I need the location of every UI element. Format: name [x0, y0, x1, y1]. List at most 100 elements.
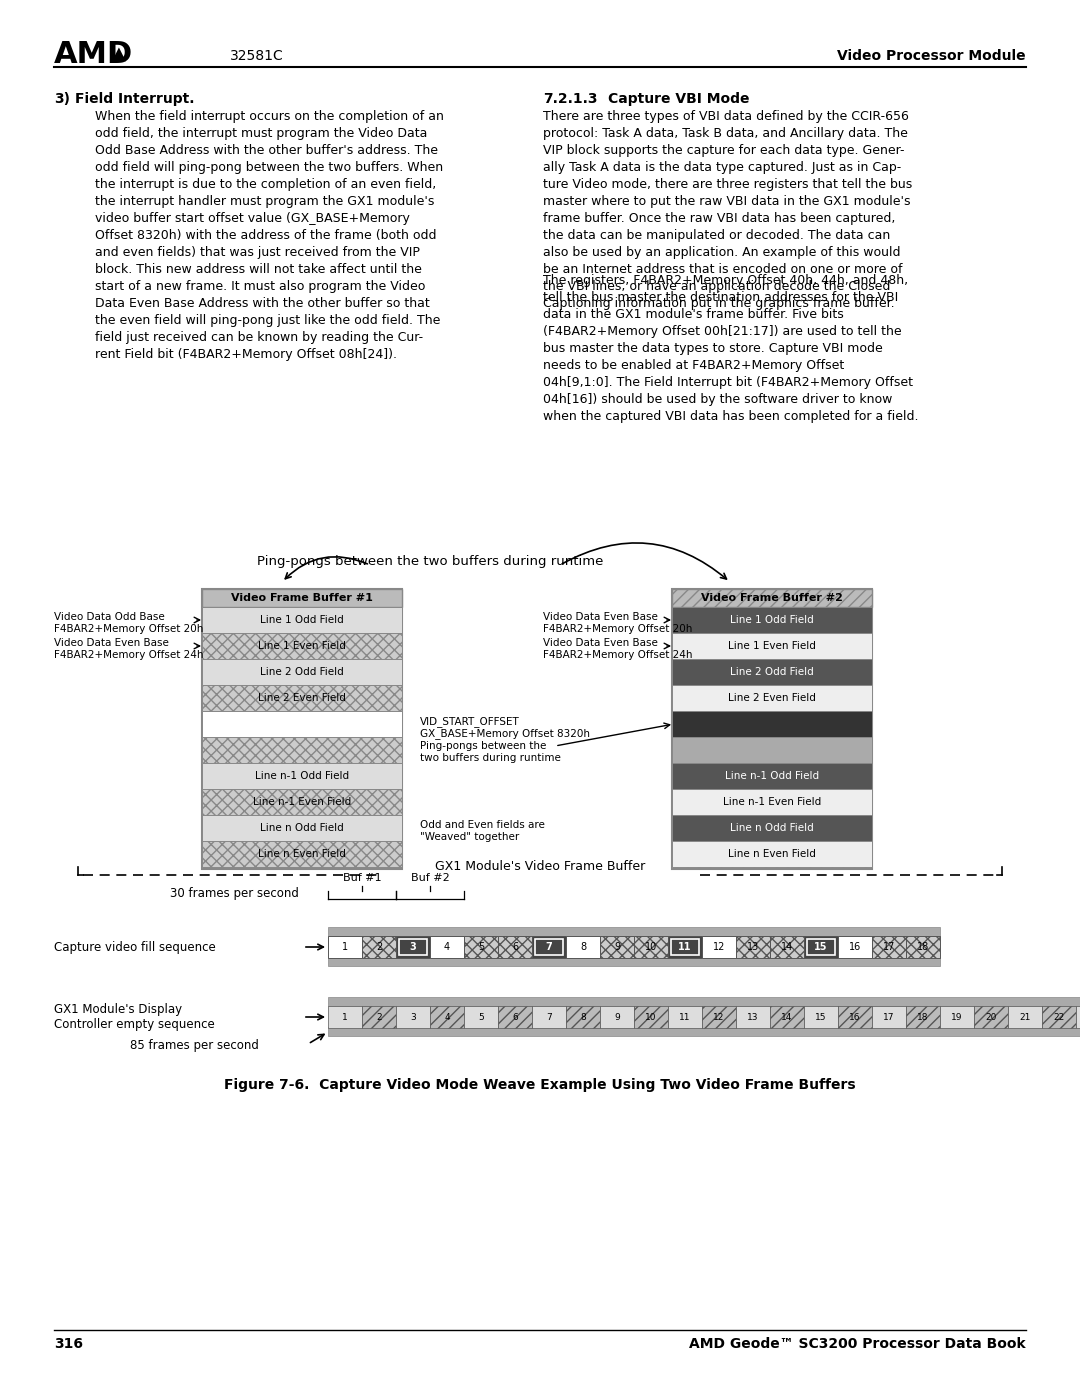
FancyBboxPatch shape: [906, 936, 940, 958]
Text: 18: 18: [917, 942, 929, 951]
Text: 8: 8: [580, 942, 586, 951]
Text: 21: 21: [1020, 1013, 1030, 1021]
FancyBboxPatch shape: [669, 936, 702, 958]
Text: Line n-1 Even Field: Line n-1 Even Field: [253, 798, 351, 807]
Text: 16: 16: [849, 1013, 861, 1021]
FancyBboxPatch shape: [202, 814, 402, 841]
Text: 12: 12: [713, 942, 725, 951]
FancyBboxPatch shape: [202, 789, 402, 814]
FancyBboxPatch shape: [464, 936, 498, 958]
Text: Line 2 Odd Field: Line 2 Odd Field: [730, 666, 814, 678]
Text: 14: 14: [781, 1013, 793, 1021]
Text: 3: 3: [410, 1013, 416, 1021]
FancyBboxPatch shape: [634, 936, 669, 958]
Text: There are three types of VBI data defined by the CCIR-656
protocol: Task A data,: There are three types of VBI data define…: [543, 110, 913, 310]
FancyBboxPatch shape: [328, 1027, 1080, 1037]
Text: 4: 4: [444, 1013, 449, 1021]
Text: 7.2.1.3: 7.2.1.3: [543, 92, 597, 106]
FancyBboxPatch shape: [672, 685, 872, 711]
FancyBboxPatch shape: [1076, 1006, 1080, 1028]
Text: 2: 2: [376, 942, 382, 951]
FancyBboxPatch shape: [672, 814, 872, 841]
FancyBboxPatch shape: [1008, 1006, 1042, 1028]
Text: 20: 20: [985, 1013, 997, 1021]
Text: AMD: AMD: [54, 41, 133, 68]
FancyBboxPatch shape: [672, 789, 872, 814]
FancyBboxPatch shape: [532, 1006, 566, 1028]
FancyBboxPatch shape: [328, 997, 1080, 1006]
FancyBboxPatch shape: [770, 1006, 804, 1028]
Text: Capture video fill sequence: Capture video fill sequence: [54, 940, 216, 954]
FancyBboxPatch shape: [498, 1006, 532, 1028]
Text: 1: 1: [342, 1013, 348, 1021]
Text: 10: 10: [645, 1013, 657, 1021]
FancyBboxPatch shape: [535, 939, 563, 956]
Text: AMD Geode™ SC3200 Processor Data Book: AMD Geode™ SC3200 Processor Data Book: [689, 1337, 1026, 1351]
Text: 13: 13: [747, 1013, 759, 1021]
Text: 8: 8: [580, 1013, 585, 1021]
FancyBboxPatch shape: [202, 633, 402, 659]
Text: Line n Even Field: Line n Even Field: [728, 849, 815, 859]
Text: Line n-1 Odd Field: Line n-1 Odd Field: [725, 771, 819, 781]
FancyBboxPatch shape: [672, 763, 872, 789]
FancyBboxPatch shape: [735, 1006, 770, 1028]
Text: Line 2 Odd Field: Line 2 Odd Field: [260, 666, 343, 678]
Text: 6: 6: [512, 1013, 518, 1021]
FancyBboxPatch shape: [872, 1006, 906, 1028]
FancyBboxPatch shape: [940, 1006, 974, 1028]
FancyBboxPatch shape: [464, 1006, 498, 1028]
Text: Video Data Even Base
F4BAR2+Memory Offset 20h: Video Data Even Base F4BAR2+Memory Offse…: [543, 612, 692, 634]
FancyBboxPatch shape: [872, 936, 906, 958]
FancyBboxPatch shape: [600, 936, 634, 958]
FancyBboxPatch shape: [328, 957, 940, 965]
Text: 17: 17: [882, 942, 895, 951]
Text: Line 2 Even Field: Line 2 Even Field: [728, 693, 815, 703]
Text: Line 1 Odd Field: Line 1 Odd Field: [730, 615, 814, 624]
FancyBboxPatch shape: [430, 936, 464, 958]
Text: Line 1 Odd Field: Line 1 Odd Field: [260, 615, 343, 624]
FancyBboxPatch shape: [202, 590, 402, 608]
Text: Line 1 Even Field: Line 1 Even Field: [728, 641, 815, 651]
FancyBboxPatch shape: [671, 939, 699, 956]
Text: Video Processor Module: Video Processor Module: [837, 49, 1026, 63]
Text: Buf #2: Buf #2: [410, 873, 449, 883]
FancyBboxPatch shape: [669, 1006, 702, 1028]
Text: 2: 2: [376, 1013, 382, 1021]
FancyBboxPatch shape: [672, 608, 872, 633]
Text: 14: 14: [781, 942, 793, 951]
Text: GX1 Module's Video Frame Buffer: GX1 Module's Video Frame Buffer: [435, 861, 645, 873]
Text: Video Data Even Base
F4BAR2+Memory Offset 24h: Video Data Even Base F4BAR2+Memory Offse…: [543, 638, 692, 659]
FancyBboxPatch shape: [672, 590, 872, 608]
Text: 316: 316: [54, 1337, 83, 1351]
Text: ▲: ▲: [112, 45, 126, 63]
Text: Video Frame Buffer #2: Video Frame Buffer #2: [701, 592, 842, 604]
Text: 5: 5: [477, 942, 484, 951]
Text: Line 2 Even Field: Line 2 Even Field: [258, 693, 346, 703]
FancyBboxPatch shape: [672, 841, 872, 868]
Text: Field Interrupt.: Field Interrupt.: [75, 92, 194, 106]
FancyBboxPatch shape: [702, 1006, 735, 1028]
Text: Capture VBI Mode: Capture VBI Mode: [608, 92, 750, 106]
FancyBboxPatch shape: [672, 633, 872, 659]
FancyBboxPatch shape: [328, 928, 940, 936]
FancyBboxPatch shape: [1042, 1006, 1076, 1028]
FancyBboxPatch shape: [672, 711, 872, 738]
FancyBboxPatch shape: [672, 659, 872, 685]
FancyBboxPatch shape: [838, 936, 872, 958]
Text: 6: 6: [512, 942, 518, 951]
Text: 15: 15: [814, 942, 827, 951]
Text: 9: 9: [615, 1013, 620, 1021]
FancyBboxPatch shape: [202, 763, 402, 789]
Text: Line n Odd Field: Line n Odd Field: [260, 823, 343, 833]
Text: 7: 7: [545, 942, 552, 951]
Text: 11: 11: [679, 1013, 691, 1021]
Text: 30 frames per second: 30 frames per second: [170, 887, 299, 901]
FancyBboxPatch shape: [702, 936, 735, 958]
Text: 19: 19: [951, 1013, 962, 1021]
FancyBboxPatch shape: [906, 1006, 940, 1028]
Text: 12: 12: [713, 1013, 725, 1021]
Text: Buf #1: Buf #1: [342, 873, 381, 883]
FancyBboxPatch shape: [807, 939, 835, 956]
FancyBboxPatch shape: [362, 1006, 396, 1028]
FancyBboxPatch shape: [672, 738, 872, 763]
